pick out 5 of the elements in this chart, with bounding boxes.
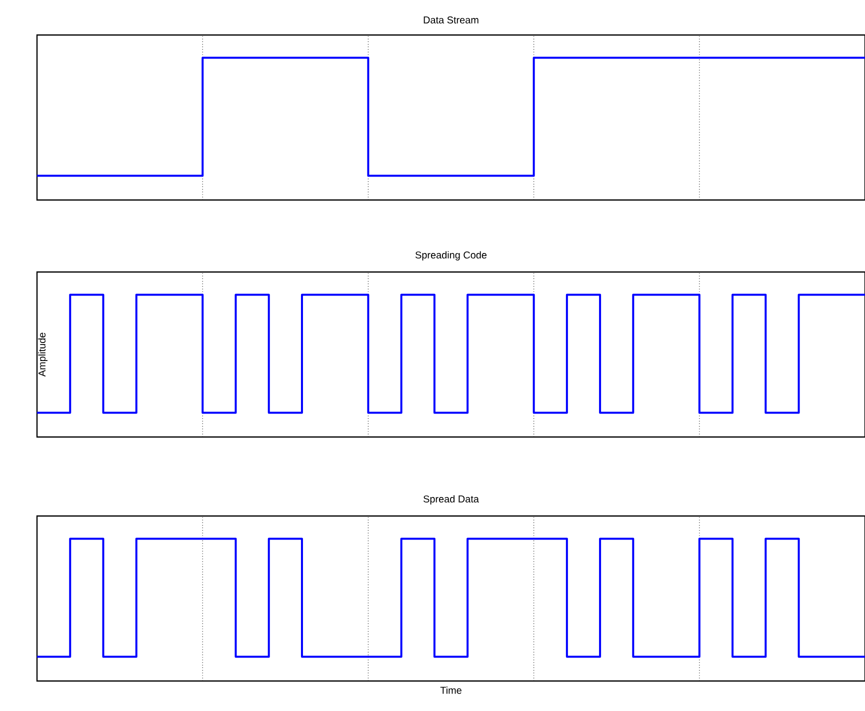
y-axis-title: Amplitude [38,332,48,377]
chart-title: Data Stream [424,16,478,24]
x-axis-title: Time [440,686,462,694]
chart-title: Spreading Code [415,251,487,260]
chart-title: Spread Data [423,495,479,504]
